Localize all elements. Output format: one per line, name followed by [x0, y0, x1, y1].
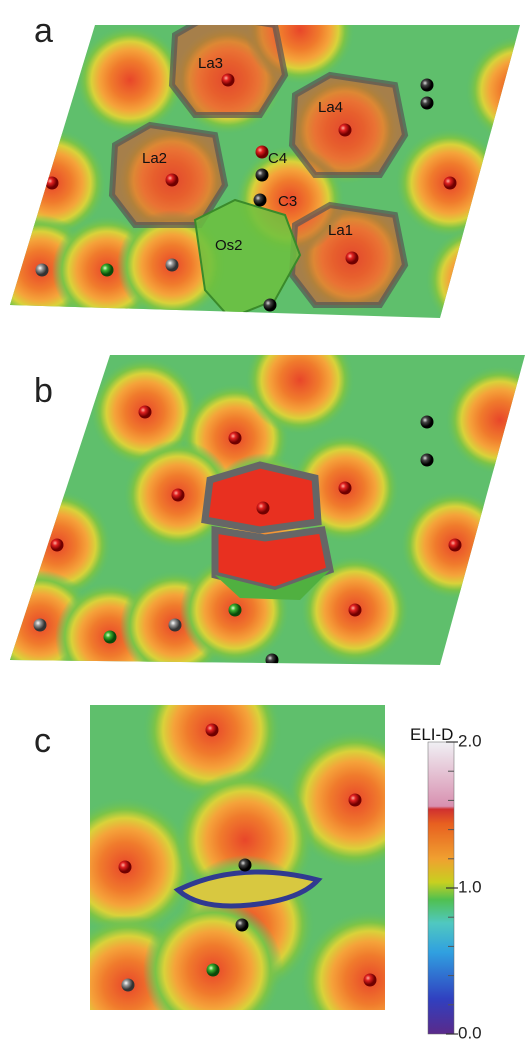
- atom: [349, 794, 362, 807]
- tick-label: 2.0: [458, 731, 482, 750]
- atom: [236, 919, 249, 932]
- atom-label: La1: [328, 222, 353, 239]
- atom: [364, 974, 377, 987]
- atom: [449, 539, 462, 552]
- polyhedron: [172, 15, 285, 115]
- atom: [46, 177, 59, 190]
- atom-label: C3: [278, 193, 297, 210]
- atom: [256, 146, 269, 159]
- atom: [169, 619, 182, 632]
- panel-label: b: [34, 372, 53, 410]
- atom: [346, 252, 359, 265]
- atom: [119, 861, 132, 874]
- halo: [245, 325, 355, 435]
- atom-label: Os2: [215, 237, 243, 254]
- atom: [339, 482, 352, 495]
- atom: [229, 604, 242, 617]
- atom: [256, 169, 269, 182]
- map-a: La3 La4 La2 C4 C3 Os2 La1: [0, 0, 526, 335]
- atom-label: La4: [318, 99, 343, 116]
- atom: [421, 454, 434, 467]
- atom: [264, 299, 277, 312]
- atom: [166, 259, 179, 272]
- atom: [36, 264, 49, 277]
- map-c: [55, 660, 440, 1046]
- atom: [166, 174, 179, 187]
- tick-label: 0.0: [458, 1023, 482, 1042]
- atom-label: La2: [142, 150, 167, 167]
- atom: [421, 79, 434, 92]
- atom: [101, 264, 114, 277]
- map-b: [0, 325, 526, 692]
- atom: [266, 654, 279, 667]
- atom: [206, 724, 219, 737]
- atom: [34, 619, 47, 632]
- atom: [349, 604, 362, 617]
- atom: [229, 432, 242, 445]
- atom: [421, 416, 434, 429]
- atom: [104, 631, 117, 644]
- atom: [254, 194, 267, 207]
- atom-label: C4: [268, 150, 287, 167]
- atom: [222, 74, 235, 87]
- atom: [257, 502, 270, 515]
- figure: La3 La4 La2 C4 C3 Os2 La1 a b c ELI-D 0.0 1.0 2.…: [0, 0, 526, 1046]
- panel-label: c: [34, 722, 51, 760]
- atom: [444, 177, 457, 190]
- tick-label: 1.0: [458, 877, 482, 896]
- atom: [122, 979, 135, 992]
- atom: [51, 539, 64, 552]
- polyhedron: [205, 465, 318, 530]
- panel-label: a: [34, 12, 53, 50]
- atom: [172, 489, 185, 502]
- halo: [75, 25, 185, 135]
- atom: [339, 124, 352, 137]
- atom: [207, 964, 220, 977]
- atom-label: La3: [198, 55, 223, 72]
- atom: [421, 97, 434, 110]
- colorbar-title: ELI-D: [410, 725, 453, 744]
- atom: [139, 406, 152, 419]
- atom: [239, 859, 252, 872]
